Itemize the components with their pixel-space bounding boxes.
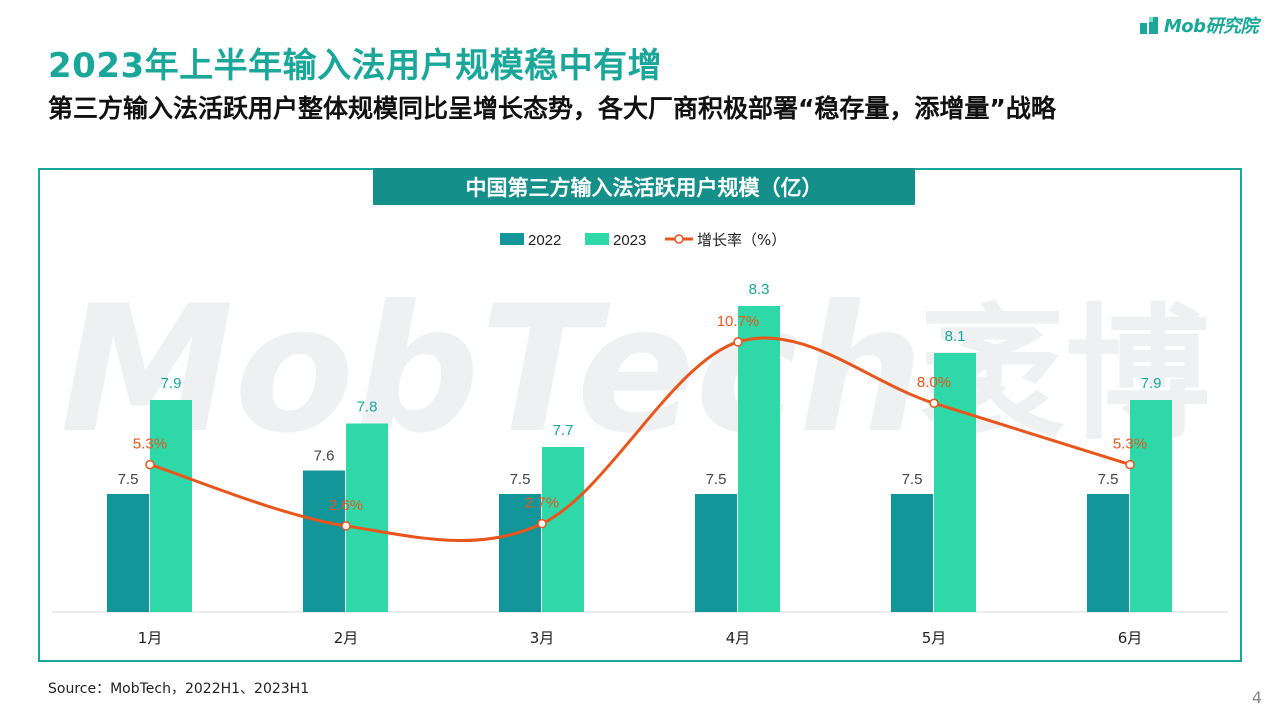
growth-rate-point (537, 518, 547, 529)
bar-label-2023: 7.7 (553, 422, 574, 439)
page-subtitle: 第三方输入法活跃用户整体规模同比呈增长态势，各大厂商积极部署“稳存量，添增量”战… (48, 94, 1056, 123)
x-tick-label: 4月 (726, 629, 751, 647)
legend-swatch-2023 (585, 233, 609, 245)
growth-rate-label: 10.7% (717, 313, 760, 330)
bar-label-2022: 7.5 (902, 471, 923, 488)
growth-rate-label: 8.0% (917, 374, 951, 391)
logo-icon (1139, 17, 1158, 34)
growth-rate-point (929, 398, 939, 408)
bar-2022 (499, 494, 541, 612)
bar-label-2022: 7.6 (314, 448, 335, 465)
bar-label-2023: 8.3 (749, 281, 770, 298)
bar-2023 (934, 353, 976, 612)
bar-2022 (1087, 494, 1129, 612)
bar-label-2022: 7.5 (706, 471, 727, 488)
growth-rate-line (149, 336, 1131, 543)
bar-label-2023: 7.9 (161, 375, 182, 392)
logo-text: Mob研究院 (1163, 16, 1259, 37)
bar-2022 (107, 494, 149, 612)
x-tick-label: 2月 (334, 629, 359, 647)
bar-2023 (542, 447, 584, 612)
growth-rate-label: 2.6% (329, 497, 363, 514)
bar-2022 (891, 494, 933, 612)
legend-label-growth: 增长率（%） (697, 231, 786, 249)
bar-2023 (1130, 400, 1172, 612)
growth-rate-label: 5.3% (133, 436, 167, 453)
legend-label-2022: 2022 (528, 232, 561, 249)
x-tick-label: 5月 (922, 629, 947, 647)
bar-2022 (695, 494, 737, 612)
bar-label-2023: 7.9 (1141, 375, 1162, 392)
bar-label-2022: 7.5 (1098, 471, 1119, 488)
brand-logo: Mob研究院 (1138, 12, 1259, 38)
bar-label-2022: 7.5 (118, 471, 139, 488)
bar-label-2023: 8.1 (945, 328, 966, 345)
growth-rate-point (341, 521, 351, 531)
legend-label-2023: 2023 (613, 232, 646, 249)
bar-label-2023: 7.8 (357, 399, 378, 416)
bar-2023 (346, 423, 388, 612)
growth-rate-point (145, 459, 155, 470)
bar-2022 (303, 470, 345, 612)
x-tick-label: 1月 (138, 629, 163, 647)
legend-marker-growth (674, 234, 684, 244)
bar-2023 (738, 306, 780, 612)
growth-rate-label: 2.7% (525, 495, 559, 512)
bar-label-2022: 7.5 (510, 471, 531, 488)
x-tick-label: 6月 (1118, 629, 1143, 647)
source-note: Source：MobTech，2022H1、2023H1 (48, 681, 310, 697)
legend-swatch-2022 (500, 233, 524, 245)
bar-2023 (150, 400, 192, 612)
growth-rate-point (733, 337, 743, 347)
chart-title: 中国第三方输入法活跃用户规模（亿） (373, 168, 915, 205)
x-tick-label: 3月 (530, 629, 555, 647)
page-title: 2023年上半年输入法用户规模稳中有增 (48, 46, 663, 86)
growth-rate-point (1125, 459, 1135, 470)
growth-rate-label: 5.3% (1113, 436, 1147, 453)
page-number: 4 (1251, 688, 1262, 707)
